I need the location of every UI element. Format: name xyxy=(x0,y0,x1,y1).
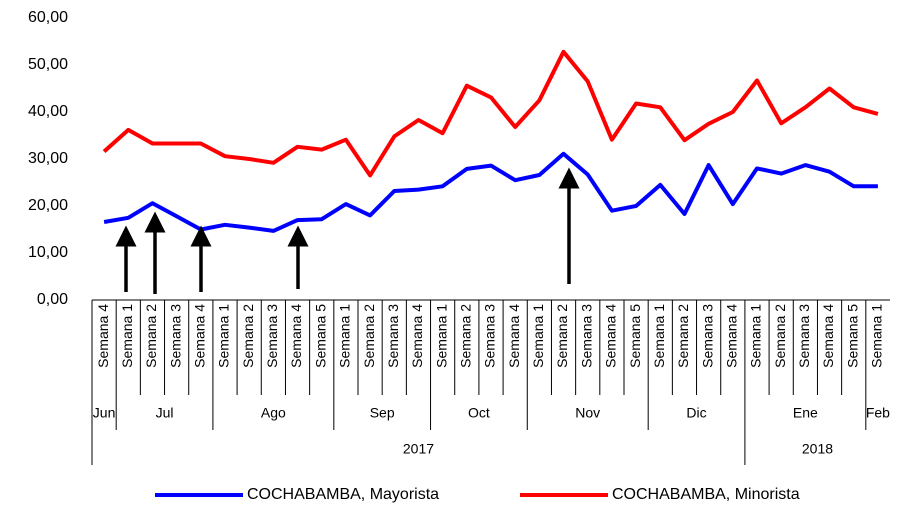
month-label: Nov xyxy=(575,405,600,421)
y-tick-label: 0,00 xyxy=(37,291,68,308)
legend-label: COCHABAMBA, Minorista xyxy=(612,486,800,503)
y-tick-label: 30,00 xyxy=(28,150,68,167)
x-tick-label: Semana 2 xyxy=(554,304,570,368)
x-tick-label: Semana 1 xyxy=(530,304,546,368)
y-tick-label: 10,00 xyxy=(28,244,68,261)
month-label: Ene xyxy=(793,405,818,421)
x-tick-label: Semana 2 xyxy=(240,304,256,368)
month-label: Feb xyxy=(866,405,890,421)
x-tick-label: Semana 1 xyxy=(433,304,449,368)
y-tick-label: 60,00 xyxy=(28,9,68,26)
x-tick-label: Semana 3 xyxy=(796,304,812,368)
x-tick-label: Semana 4 xyxy=(506,304,522,368)
x-tick-label: Semana 4 xyxy=(192,304,208,368)
y-tick-label: 50,00 xyxy=(28,56,68,73)
x-tick-label: Semana 5 xyxy=(844,304,860,368)
annotation-arrows xyxy=(115,167,580,294)
x-tick-label: Semana 4 xyxy=(409,304,425,368)
x-tick-label: Semana 1 xyxy=(216,304,232,368)
series-line xyxy=(102,49,879,178)
x-tick-label: Semana 3 xyxy=(699,304,715,368)
month-label: Dic xyxy=(686,405,706,421)
month-label: Ago xyxy=(261,405,286,421)
x-tick-label: Semana 2 xyxy=(675,304,691,368)
year-label: 2017 xyxy=(403,441,434,457)
x-tick-label: Semana 5 xyxy=(627,304,643,368)
x-tick-label: Semana 4 xyxy=(603,304,619,368)
x-tick-label: Semana 1 xyxy=(651,304,667,368)
month-label: Jul xyxy=(156,405,174,421)
x-tick-label: Semana 4 xyxy=(288,304,304,368)
x-tick-label: Semana 3 xyxy=(482,304,498,368)
x-tick-label: Semana 4 xyxy=(95,304,111,368)
x-tick-label: Semana 4 xyxy=(820,304,836,368)
x-tick-label: Semana 3 xyxy=(578,304,594,368)
x-tick-label: Semana 5 xyxy=(312,304,328,368)
x-tick-label: Semana 2 xyxy=(458,304,474,368)
x-tick-label: Semana 1 xyxy=(337,304,353,368)
x-tick-label: Semana 3 xyxy=(264,304,280,368)
x-tick-label: Semana 1 xyxy=(119,304,135,368)
x-tick-label: Semana 4 xyxy=(724,304,740,368)
month-label: Jun xyxy=(93,405,116,421)
x-tick-label: Semana 1 xyxy=(748,304,764,368)
x-tick-label: Semana 3 xyxy=(385,304,401,368)
x-tick-label: Semana 1 xyxy=(869,304,885,368)
x-tick-label: Semana 3 xyxy=(167,304,183,368)
x-tick-label: Semana 2 xyxy=(772,304,788,368)
legend-label: COCHABAMBA, Mayorista xyxy=(247,486,439,503)
month-label: Sep xyxy=(370,405,395,421)
y-tick-label: 20,00 xyxy=(28,197,68,214)
series-line xyxy=(103,151,878,233)
year-label: 2018 xyxy=(802,441,833,457)
month-label: Oct xyxy=(468,405,490,421)
x-tick-label: Semana 2 xyxy=(361,304,377,368)
y-tick-label: 40,00 xyxy=(28,103,68,120)
x-tick-label: Semana 2 xyxy=(143,304,159,368)
